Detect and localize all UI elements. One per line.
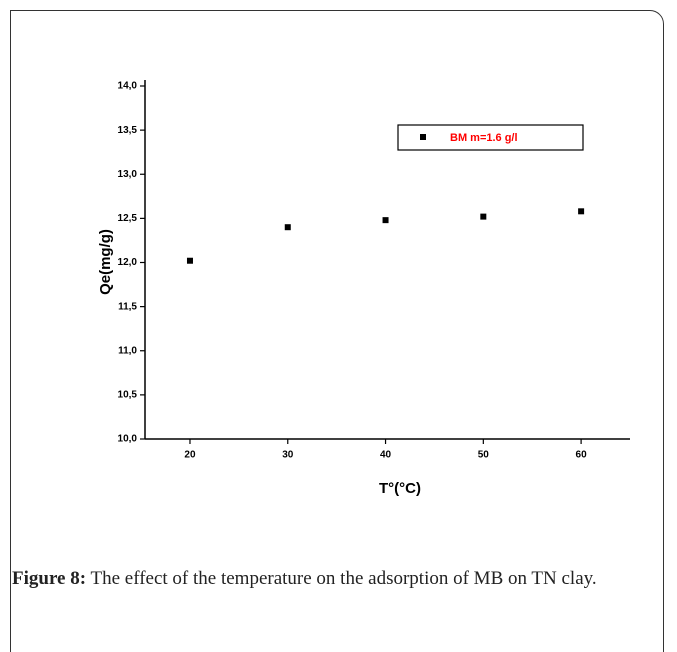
y-axis-label: Qe(mg/g) [97, 229, 114, 295]
y-tick-label: 10,0 [118, 434, 138, 445]
point [186, 257, 193, 264]
point [480, 213, 487, 220]
point [284, 224, 291, 231]
y-tick-label: 13,5 [118, 125, 138, 136]
y-tick-label: 13,0 [118, 169, 138, 180]
y-tick-label: 12,5 [118, 213, 138, 224]
x-tick-label: 30 [282, 450, 294, 461]
x-tick-label: 50 [478, 450, 490, 461]
y-tick-label: 12,0 [118, 257, 138, 268]
y-tick-label: 11,0 [118, 345, 137, 356]
figure-frame [10, 10, 664, 652]
x-tick-label: 60 [576, 450, 588, 461]
legend-box [397, 124, 584, 151]
point [382, 217, 389, 224]
y-tick-label: 11,5 [118, 301, 137, 312]
legend-label: BM m=1.6 g/l [450, 132, 518, 144]
chart: T°(°C) Qe(mg/g) 10,0 10,5 11,0 11,5 12,0 12,5… [97, 80, 630, 497]
x-tick-label: 40 [380, 450, 392, 461]
y-tick-label: 10,5 [118, 390, 138, 401]
x-axis-label: T°(°C) [379, 480, 421, 497]
caption-text: The effect of the temperature on the ads… [90, 568, 597, 589]
x-tick-label: 20 [184, 450, 196, 461]
caption: Figure 8: The effect of the temperature … [12, 565, 672, 592]
legend-marker [420, 134, 426, 140]
y-tick-label: 14,0 [118, 81, 138, 92]
point [578, 208, 585, 215]
caption-label: Figure 8: [12, 568, 87, 589]
